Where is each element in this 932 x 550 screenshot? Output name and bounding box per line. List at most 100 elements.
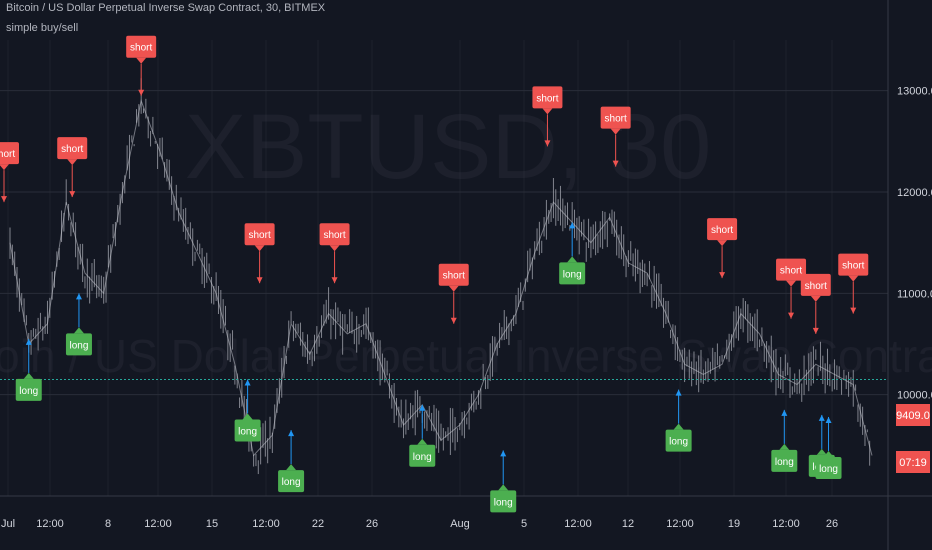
long-signal: long (15, 338, 42, 401)
long-label-pointer (779, 443, 790, 450)
long-label-box (234, 419, 261, 442)
time-tick-label: 26 (366, 518, 378, 530)
short-label-box (600, 106, 631, 129)
short-arrow (719, 272, 726, 279)
short-label-pointer (542, 108, 553, 115)
short-label-box (532, 86, 563, 109)
time-tick-label: 12:00 (564, 518, 592, 530)
short-arrow (544, 140, 551, 147)
time-axis[interactable]: Jul 12:00 8 12:00 15 12:00 22 26 Aug 5 12:00 12 12:0… (1, 518, 838, 530)
long-label-box (278, 470, 305, 493)
long-label-text: long (494, 497, 513, 508)
long-label-box (559, 262, 586, 285)
short-label-pointer (329, 245, 340, 252)
short-label-pointer (810, 295, 821, 302)
long-arrow (419, 404, 426, 411)
short-label-text: short (780, 266, 802, 277)
short-label-box (244, 223, 275, 246)
short-arrow (138, 89, 145, 96)
long-label-box (409, 444, 436, 467)
long-label-box (815, 456, 842, 479)
short-label-text: short (61, 144, 83, 155)
long-label-pointer (73, 327, 84, 334)
long-label-box (665, 429, 692, 452)
watermark: XBTUSD, 30 Bitcoin / US Dollar Perpetual… (0, 96, 932, 382)
long-arrow (781, 409, 788, 416)
long-label-box (65, 333, 92, 356)
short-label-text: short (323, 230, 345, 241)
short-label-pointer (848, 275, 859, 282)
time-tick-label: Aug (450, 518, 470, 530)
short-arrow (812, 327, 819, 334)
short-label-pointer (254, 245, 265, 252)
long-label-pointer (816, 448, 827, 455)
short-signal: short (57, 137, 88, 198)
long-signal: long (771, 409, 798, 472)
short-label-pointer (67, 159, 78, 166)
short-label-text: short (0, 149, 15, 160)
long-signal: long (559, 222, 586, 285)
short-label-text: short (605, 114, 627, 125)
watermark-description: Bitcoin / US Dollar Perpetual Inverse Sw… (0, 330, 932, 382)
short-signal: short (244, 223, 275, 284)
short-label-text: short (711, 225, 733, 236)
time-tick-label: 12:00 (144, 518, 172, 530)
current-price-badge (896, 404, 930, 426)
long-arrow (288, 430, 295, 437)
watermark-ticker: XBTUSD, 30 (185, 96, 712, 198)
price-tick-label: 13000.0 (897, 86, 932, 98)
indicator-name[interactable]: simple buy/sell (6, 22, 79, 34)
long-label-text: long (282, 477, 301, 488)
short-label-box (707, 218, 738, 241)
short-label-pointer (448, 285, 459, 292)
short-label-text: short (805, 281, 827, 292)
long-label-box (771, 449, 798, 472)
short-label-pointer (610, 128, 621, 135)
short-label-pointer (786, 280, 797, 287)
long-label-text: long (775, 457, 794, 468)
time-tick-label: 22 (312, 518, 324, 530)
short-arrow (1, 196, 7, 203)
long-signal: long (234, 379, 261, 442)
long-label-text: long (413, 452, 432, 463)
short-arrow (69, 191, 76, 198)
symbol-title[interactable]: Bitcoin / US Dollar Perpetual Inverse Sw… (6, 2, 326, 14)
short-label-box (776, 258, 807, 281)
short-label-text: short (842, 261, 864, 272)
short-label-box (57, 137, 88, 160)
short-signal: short (776, 258, 807, 319)
price-tick-label: 11000.0 (897, 288, 932, 300)
long-signal: long (409, 404, 436, 467)
short-signal: short (438, 263, 469, 324)
short-signal: short (319, 223, 350, 284)
short-label-box (0, 142, 19, 165)
time-tick-label: 15 (206, 518, 218, 530)
long-label-pointer (567, 256, 578, 263)
short-label-box (800, 273, 831, 296)
long-label-text: long (819, 464, 838, 475)
long-signal: long (665, 389, 692, 452)
long-label-text: long (238, 426, 257, 437)
long-arrow (500, 450, 507, 457)
long-label-pointer (823, 450, 834, 457)
long-arrow (25, 338, 32, 345)
time-tick-label: 12:00 (666, 518, 694, 530)
long-label-text: long (19, 386, 38, 397)
time-tick-label: Jul (1, 518, 15, 530)
long-signal: long (278, 430, 305, 493)
short-label-text: short (130, 43, 152, 54)
long-label-pointer (242, 413, 253, 420)
short-label-text: short (536, 93, 558, 104)
long-label-pointer (673, 423, 684, 430)
countdown-badge (896, 451, 930, 473)
price-axis[interactable]: 13000.0 12000.0 11000.0 10000.0 9409.0 07:19 (896, 86, 932, 473)
price-tick-label: 10000.0 (897, 390, 932, 402)
price-series (9, 78, 873, 475)
price-line (9, 98, 873, 457)
short-label-pointer (717, 240, 728, 247)
short-signal: short (707, 218, 738, 279)
short-signal: short (800, 273, 831, 334)
